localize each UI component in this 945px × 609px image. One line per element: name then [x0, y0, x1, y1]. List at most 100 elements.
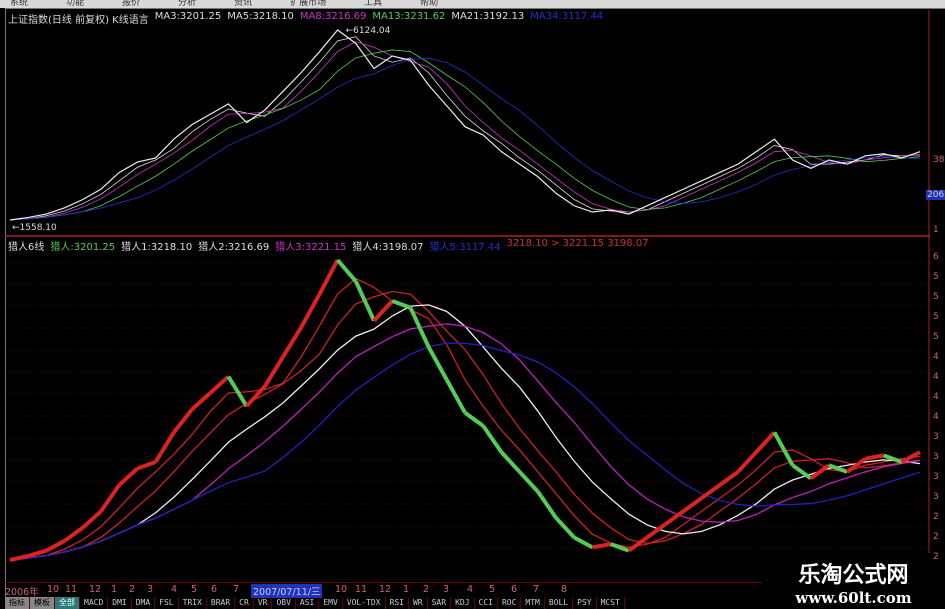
date-tick: 2 [423, 584, 430, 595]
tab-brar[interactable]: BRAR [207, 597, 236, 609]
tab-rsi[interactable]: RSI [386, 597, 409, 609]
menu-item[interactable]: 报价 [122, 0, 141, 8]
price-segment [828, 463, 848, 474]
bottom-ma-line [9, 277, 921, 561]
watermark: 乐淘公式网 www.60lt.com [762, 553, 945, 609]
date-tick: 6 [511, 584, 518, 595]
legend-item: 猎人1:3218.10 [121, 242, 193, 253]
price-segment [63, 526, 84, 543]
price-segment [846, 457, 867, 474]
tab-trix[interactable]: TRIX [179, 597, 207, 609]
tab-asi[interactable]: ASI [296, 597, 320, 609]
tab-kdj[interactable]: KDJ [451, 597, 475, 609]
price-segment [573, 535, 594, 550]
menu-item[interactable]: 工具 [364, 0, 383, 8]
y-axis-label: 3 [933, 432, 939, 442]
tab-psy[interactable]: PSY [573, 597, 597, 609]
price-segment [627, 535, 649, 553]
y-axis-label: 4 [933, 392, 939, 402]
price-segment [245, 385, 267, 408]
y-axis-label: 2 [933, 552, 939, 562]
tab-obv[interactable]: OBV [272, 597, 296, 609]
menu-item[interactable]: 分析 [178, 0, 197, 8]
price-segment [791, 463, 812, 481]
date-tick: 3 [443, 584, 450, 595]
price-segment [772, 431, 795, 467]
tab-wr[interactable]: WR [409, 597, 428, 609]
price-badge: 206 [926, 190, 945, 200]
tab-全部[interactable]: 全部 [55, 597, 80, 609]
date-axis: 2006年 10 11 12 1 2 3 4 5 6 7 2007/07/11/三 10 11 12 1 2 3 4… [5, 582, 930, 598]
date-tick: 11 [355, 584, 368, 595]
menu-item[interactable]: 扩展市场 [290, 0, 327, 8]
price-segment [190, 391, 212, 411]
top-price-line [9, 29, 921, 221]
tab-mcst[interactable]: MCST [597, 597, 625, 609]
date-tick: 3 [147, 584, 154, 595]
date-tick: 6 [211, 584, 218, 595]
price-segment [718, 470, 740, 487]
date-tick: 2 [129, 584, 136, 595]
price-segment [809, 463, 831, 481]
menu-item[interactable]: 资讯 [234, 0, 253, 8]
top-ma-line [9, 41, 921, 221]
price-segment [27, 548, 47, 558]
date-tick: 4 [467, 584, 474, 595]
legend-item: 3218.10 > 3221.15 3198.07 [506, 238, 649, 249]
tab-roc[interactable]: ROC [498, 597, 522, 609]
date-tick: 8 [561, 584, 568, 595]
price-segment [372, 299, 394, 323]
tab-boll[interactable]: BOLL [545, 597, 574, 609]
price-segment [682, 496, 703, 513]
price-segment [263, 355, 285, 388]
price-segment [592, 542, 611, 550]
tab-cci[interactable]: CCI [475, 597, 498, 609]
tab-cr[interactable]: CR [235, 597, 254, 609]
y-axis-label: 6 [933, 252, 939, 262]
tab-模板[interactable]: 模板 [30, 597, 55, 609]
y-axis-label: 1 [933, 225, 939, 235]
price-segment [117, 467, 139, 487]
y-axis-label: 5 [933, 272, 939, 282]
watermark-title: 乐淘公式网 [798, 562, 909, 588]
tab-fsl[interactable]: FSL [155, 597, 179, 609]
tab-vol-tdx[interactable]: VOL-TDX [343, 597, 386, 609]
price-segment [81, 509, 103, 530]
legend-item: 猎人3:3221.15 [275, 242, 347, 253]
menu-item[interactable]: 系统 [10, 0, 29, 8]
tab-dma[interactable]: DMA [132, 597, 156, 609]
price-segment [353, 280, 376, 322]
date-tick: 1 [111, 584, 118, 595]
legend-item: 猎人4:3198.07 [352, 242, 424, 253]
legend-item: 猎人:3201.25 [50, 242, 116, 253]
tab-指标[interactable]: 指标 [5, 597, 30, 609]
price-segment [426, 346, 449, 381]
tab-sar[interactable]: SAR [428, 597, 452, 609]
menu-item[interactable]: 功能 [66, 0, 85, 8]
date-tick: 1 [403, 584, 410, 595]
y-axis-label: 4 [933, 412, 939, 422]
tab-dmi[interactable]: DMI [108, 597, 132, 609]
price-segment [481, 424, 504, 454]
y-axis-label: 38 [933, 155, 945, 165]
menu-item[interactable]: 帮助 [420, 0, 439, 8]
date-tick: 7 [533, 584, 540, 595]
price-segment [281, 326, 303, 358]
legend-item: 上证指数(日线 前复权) K线语言 [8, 15, 149, 26]
tab-macd[interactable]: MACD [80, 597, 109, 609]
price-segment [645, 522, 667, 540]
y-axis-label: 2 [933, 512, 939, 522]
tab-emv[interactable]: EMV [319, 597, 343, 609]
low-annotation: ←1558.10 [12, 223, 57, 233]
y-axis-label: 3 [933, 492, 939, 502]
tab-mtm[interactable]: MTM [521, 597, 545, 609]
y-axis-label: 5 [933, 332, 939, 342]
price-segment [609, 542, 630, 553]
price-segment [136, 460, 157, 471]
tab-vr[interactable]: VR [254, 597, 273, 609]
price-segment [664, 509, 685, 527]
y-axis-label: 5 [933, 292, 939, 302]
y-axis-label: 3 [933, 452, 939, 462]
price-segment [45, 539, 66, 553]
